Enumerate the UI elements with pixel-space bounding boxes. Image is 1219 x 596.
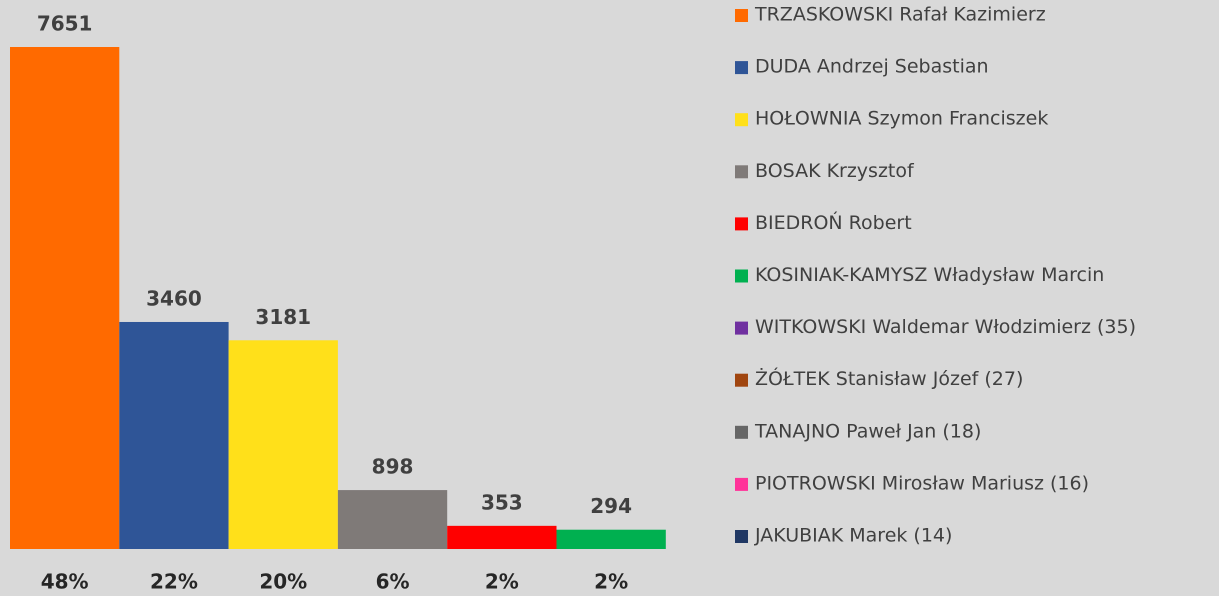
legend-swatch — [735, 113, 748, 127]
legend-swatch — [735, 530, 748, 543]
legend-label: HOŁOWNIA Szymon Franciszek — [755, 108, 1048, 130]
legend-swatch — [735, 61, 748, 75]
value-label: 294 — [590, 494, 632, 518]
bar — [10, 47, 120, 549]
legend-label: BIEDROŃ Robert — [755, 211, 912, 234]
legend-swatch — [735, 217, 748, 231]
legend-label: KOSINIAK-KAMYSZ Władysław Marcin — [755, 264, 1104, 286]
value-label: 3460 — [146, 286, 202, 310]
legend-label: JAKUBIAK Marek (14) — [754, 525, 952, 547]
bar — [556, 529, 666, 549]
legend-label: DUDA Andrzej Sebastian — [755, 56, 989, 78]
legend-swatch — [735, 321, 748, 335]
x-tick-label: 2% — [594, 570, 628, 594]
legend-swatch — [735, 373, 748, 387]
legend-label: BOSAK Krzysztof — [755, 160, 915, 182]
legend-swatch — [735, 425, 748, 439]
bar — [228, 340, 338, 549]
legend-swatch — [735, 269, 748, 283]
value-label: 898 — [372, 455, 414, 479]
legend-swatch — [735, 477, 748, 491]
bar — [447, 525, 557, 549]
value-label: 7651 — [37, 12, 93, 36]
x-tick-label: 48% — [41, 570, 89, 594]
value-label: 353 — [481, 490, 523, 514]
legend-label: PIOTROWSKI Mirosław Mariusz (16) — [755, 472, 1089, 494]
x-tick-label: 22% — [150, 570, 198, 594]
x-tick-label: 20% — [259, 570, 307, 594]
x-tick-label: 6% — [376, 570, 410, 594]
x-tick-label: 2% — [485, 570, 519, 594]
legend-label: TRZASKOWSKI Rafał Kazimierz — [754, 4, 1046, 26]
legend-label: WITKOWSKI Waldemar Włodzimierz (35) — [755, 316, 1136, 338]
legend-label: ŻÓŁTEK Stanisław Józef (27) — [755, 366, 1023, 390]
legend-swatch — [735, 165, 748, 179]
legend-label: TANAJNO Paweł Jan (18) — [754, 420, 981, 442]
legend-swatch — [735, 9, 748, 22]
value-label: 3181 — [255, 305, 311, 329]
bar — [119, 321, 229, 549]
bar — [337, 490, 448, 549]
